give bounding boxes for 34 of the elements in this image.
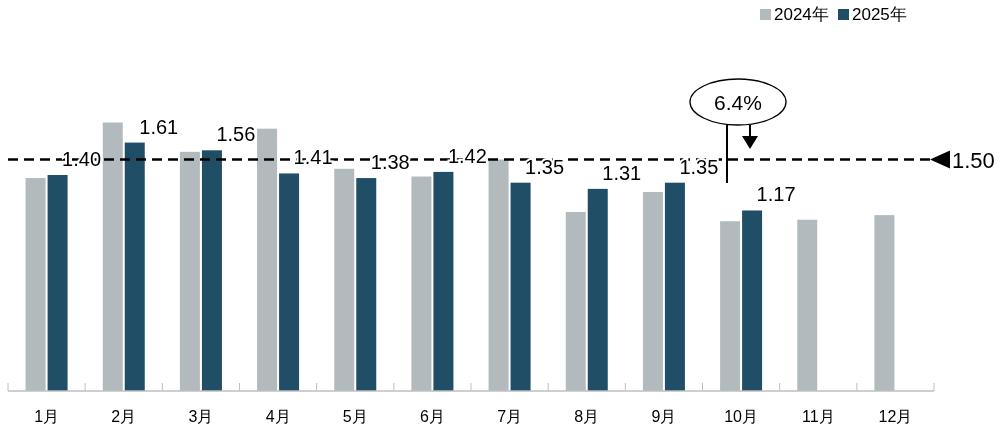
bar <box>124 142 145 391</box>
bar <box>587 188 608 391</box>
data-label: 1.35 <box>525 155 565 178</box>
x-tick-label: 2月 <box>111 408 137 425</box>
legend-label: 2025年 <box>852 5 907 24</box>
data-label: 1.31 <box>602 161 642 184</box>
x-tick-label: 5月 <box>342 408 368 425</box>
bar <box>47 174 68 391</box>
bar <box>433 171 454 391</box>
x-tick-label: 4月 <box>265 408 291 425</box>
data-label: 1.56 <box>216 123 256 146</box>
x-tick-label: 3月 <box>188 408 214 425</box>
x-tick-label: 6月 <box>419 408 445 425</box>
x-tick-label: 9月 <box>651 408 677 425</box>
data-label: 1.35 <box>679 155 719 178</box>
text: 6.4% <box>714 91 762 114</box>
data-label: 1.42 <box>447 144 487 167</box>
x-tick-label: 11月 <box>801 408 835 425</box>
bar <box>356 178 377 391</box>
data-label: 1.38 <box>370 151 410 174</box>
bar <box>742 210 763 391</box>
x-tick-label: 1月 <box>34 408 60 425</box>
data-label: 1.17 <box>756 183 796 206</box>
ref-line-label: 1.50 <box>952 147 995 173</box>
bar <box>201 150 222 391</box>
bar <box>510 182 531 391</box>
bar <box>279 173 300 391</box>
bar <box>664 182 685 391</box>
x-tick-label: 8月 <box>574 408 600 425</box>
x-tick-label: 12月 <box>878 408 913 425</box>
x-tick-label: 10月 <box>724 408 758 425</box>
legend-label: 2024年 <box>774 5 829 24</box>
x-tick-label: 7月 <box>497 408 523 425</box>
data-label: 1.61 <box>139 115 179 138</box>
